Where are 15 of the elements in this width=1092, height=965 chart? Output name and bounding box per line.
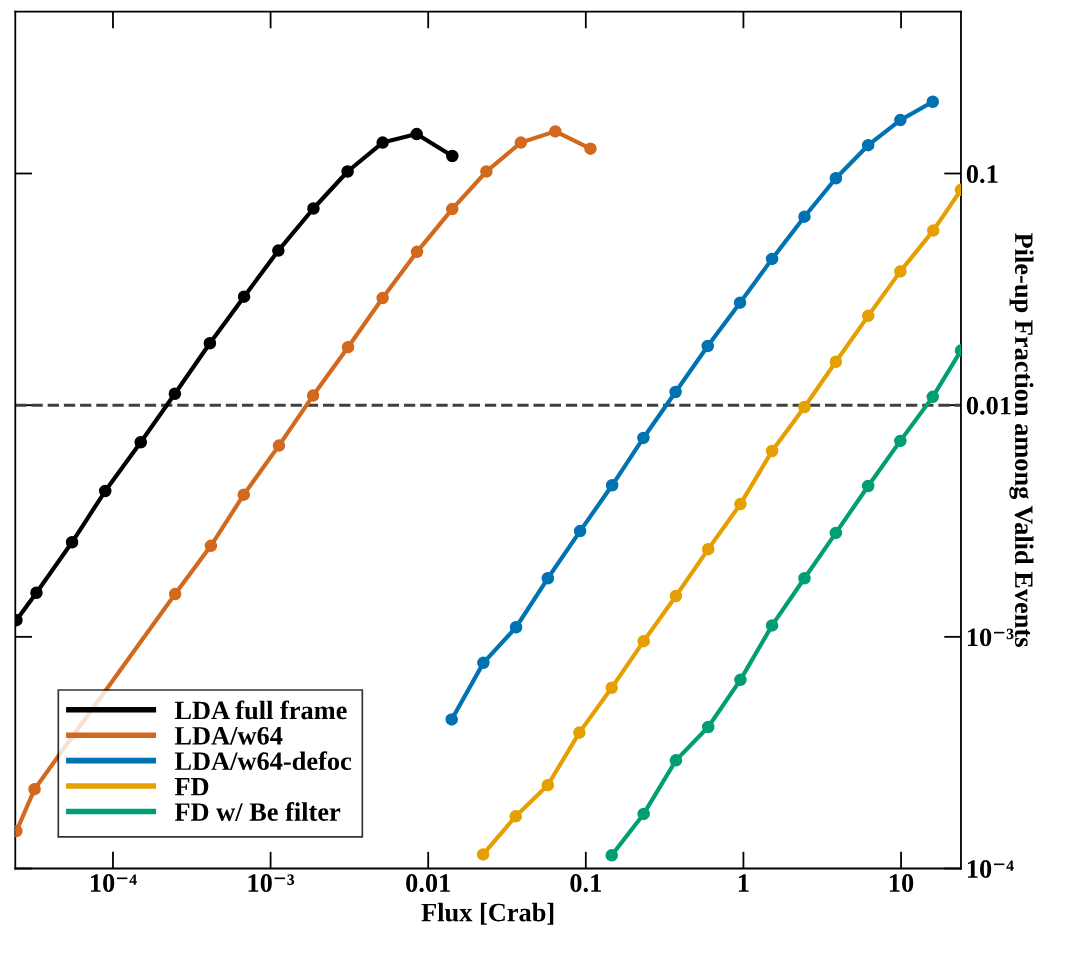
legend-label: FD <box>174 777 209 796</box>
y-tick-label: 10⁻⁴ <box>967 860 1014 878</box>
x-tick-label: 10⁻³ <box>248 874 295 892</box>
x-tick-label: 10 <box>889 874 914 892</box>
legend-label: FD w/ Be filter <box>174 802 341 821</box>
y-tick-label: 0.01 <box>966 396 1011 415</box>
y-tick-label: 0.1 <box>966 165 998 184</box>
x-tick-label: 0.01 <box>406 874 450 893</box>
legend-label: LDA full frame <box>174 700 347 720</box>
x-tick-label: 1 <box>738 874 749 892</box>
legend-label: LDA/w64-defoc <box>174 751 352 771</box>
legend-label: LDA/w64 <box>174 726 283 745</box>
x-tick-label: 10⁻⁴ <box>90 874 137 892</box>
x-axis-title: Flux [Crab] <box>421 902 554 925</box>
x-tick-label: 0.1 <box>570 874 601 893</box>
